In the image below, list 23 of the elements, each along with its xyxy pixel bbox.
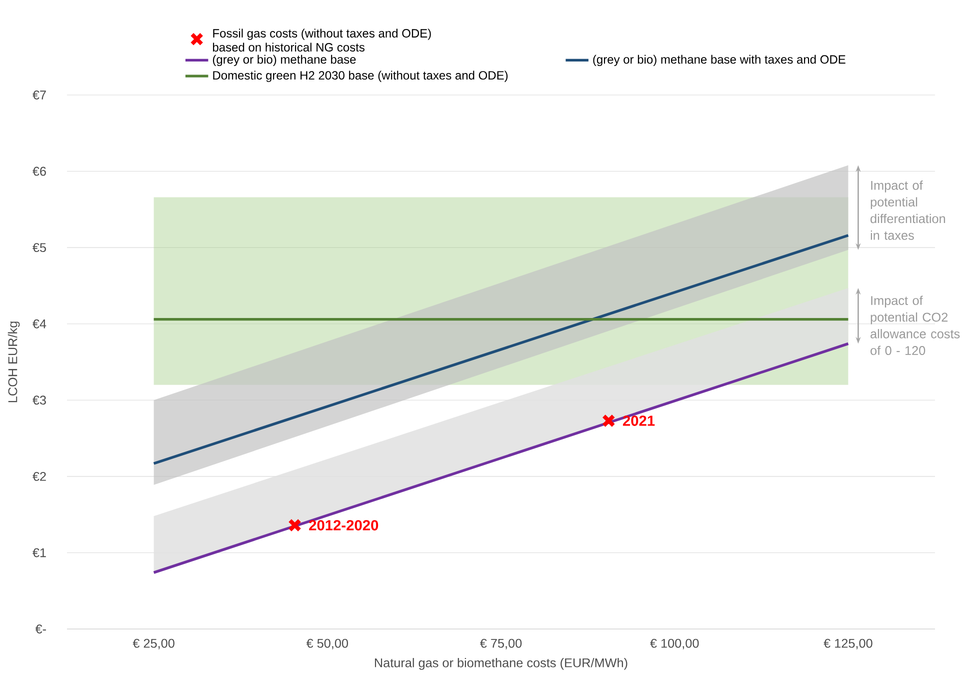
y-tick-label: €7 <box>32 90 46 100</box>
x-tick-label: € 100,00 <box>650 638 699 650</box>
x-tick-label: € 75,00 <box>480 638 522 650</box>
legend-label: (grey or bio) methane base <box>212 54 356 66</box>
y-tick-label: €2 <box>32 472 46 481</box>
y-tick-label: €5 <box>32 243 46 252</box>
x-tick-label: € 25,00 <box>132 638 174 650</box>
annotation: 2012-2020 <box>309 520 378 530</box>
y-tick-label: €1 <box>32 548 46 558</box>
y-axis-title: LCOH EUR/kg <box>8 322 20 402</box>
y-tick-label: €6 <box>32 166 46 176</box>
y-tick-label: €3 <box>32 396 46 405</box>
x-axis-title: Natural gas or biomethane costs (EUR/MWh) <box>374 658 628 670</box>
annotation: 2021 <box>622 416 655 426</box>
legend-label: (grey or bio) methane base with taxes and ODE <box>593 54 846 66</box>
legend-label: Domestic green H2 2030 base (without taxes and ODE) <box>213 70 508 82</box>
x-tick-label: € 125,00 <box>824 638 872 650</box>
y-tick-label: €- <box>35 624 46 634</box>
annotation: Impact of potential differentiation in taxes <box>870 180 946 240</box>
annotation: Impact of potential CO2 allowance costs of 0 - 120 <box>870 296 960 356</box>
legend-label: Fossil gas costs (without taxes and ODE) based on historical NG costs <box>212 28 431 52</box>
y-tick-label: €4 <box>32 319 46 328</box>
x-tick-label: € 50,00 <box>306 638 348 650</box>
